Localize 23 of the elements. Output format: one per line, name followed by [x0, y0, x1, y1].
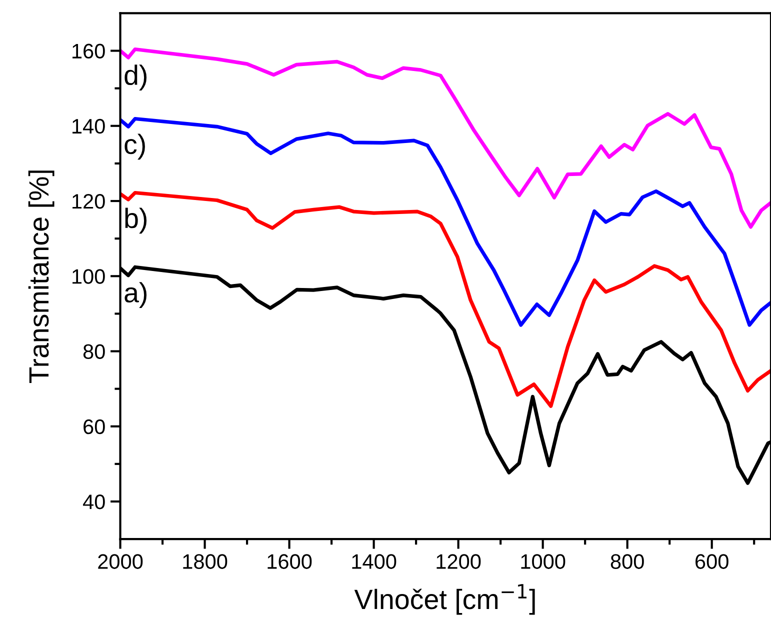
y-tick-label: 60 [84, 419, 105, 434]
x-tick-label: 1600 [268, 554, 312, 569]
x-axis-title: Vlnočet [cm$^{−1}$] [354, 584, 535, 615]
y-tick-label: 140 [72, 118, 105, 134]
x-tick-label: 1400 [352, 554, 396, 569]
y-tick-label: 80 [83, 344, 105, 360]
y-axis-title: Transmitance [%] [28, 170, 54, 384]
x-tick-label: 800 [610, 554, 644, 569]
x-tick-label: 1800 [183, 554, 228, 569]
x-tick-label: 1200 [436, 554, 481, 569]
line-series [120, 116, 771, 327]
y-tick-label: 120 [72, 194, 105, 209]
line-series [120, 190, 771, 408]
annotation: b) [125, 208, 147, 234]
x-tick-label: 1000 [521, 554, 566, 569]
y-tick-label: 100 [72, 269, 105, 284]
annotation: a) [124, 282, 147, 308]
annotation: c) [124, 134, 145, 160]
x-tick-label: 2000 [98, 554, 143, 569]
y-tick-label: 40 [83, 494, 105, 510]
y-tick-label: 160 [72, 44, 105, 59]
annotation: d) [124, 64, 147, 91]
x-tick-label: 600 [696, 554, 728, 569]
